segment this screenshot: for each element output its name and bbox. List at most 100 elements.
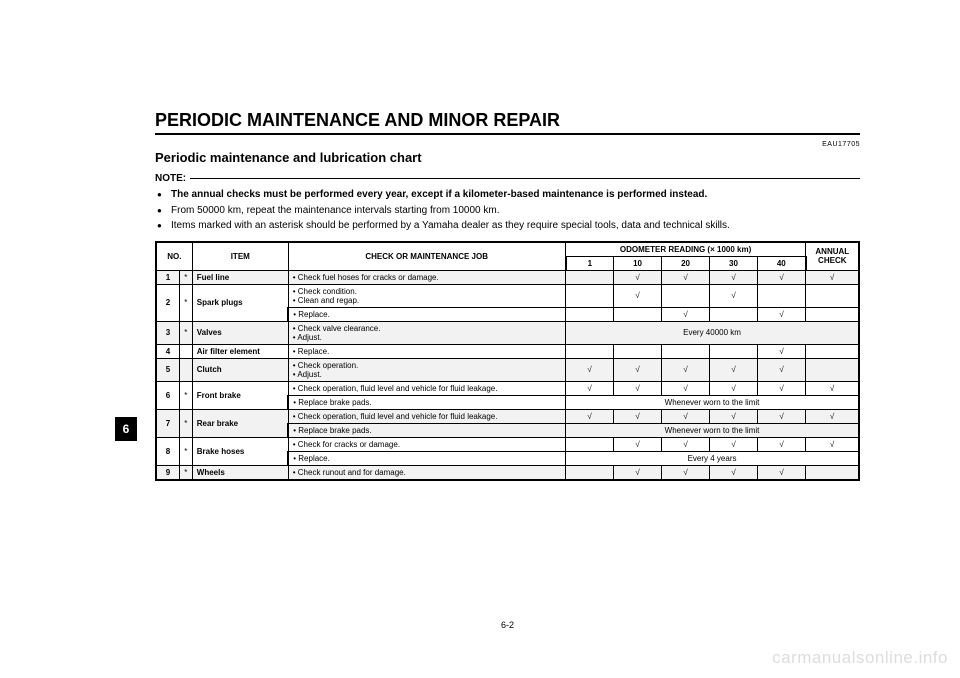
th-job: CHECK OR MAINTENANCE JOB <box>288 242 565 271</box>
cell-check: √ <box>662 437 710 451</box>
cell-check: √ <box>566 409 614 423</box>
cell-item: Air filter element <box>192 344 288 358</box>
cell-item: Brake hoses <box>192 437 288 465</box>
cell-item: Fuel line <box>192 270 288 284</box>
cell-check <box>566 437 614 451</box>
cell-check <box>710 307 758 321</box>
table-row: 7*Rear brake• Check operation, fluid lev… <box>156 409 859 423</box>
cell-check: √ <box>614 465 662 480</box>
note-item: From 50000 km, repeat the maintenance in… <box>171 204 860 218</box>
note-rule <box>190 178 860 179</box>
cell-check: √ <box>614 437 662 451</box>
cell-job: • Check operation, fluid level and vehic… <box>288 409 565 423</box>
cell-check: √ <box>758 358 806 381</box>
cell-no: 7 <box>156 409 179 437</box>
th-km: 30 <box>710 256 758 270</box>
table-row: 2*Spark plugs• Check condition.• Clean a… <box>156 284 859 307</box>
cell-no: 8 <box>156 437 179 465</box>
th-no: NO. <box>156 242 192 271</box>
cell-job: • Check operation, fluid level and vehic… <box>288 381 565 395</box>
th-km: 20 <box>662 256 710 270</box>
cell-asterisk: * <box>179 321 192 344</box>
cell-item: Wheels <box>192 465 288 480</box>
cell-job: • Check runout and for damage. <box>288 465 565 480</box>
th-item: ITEM <box>192 242 288 271</box>
cell-asterisk: * <box>179 465 192 480</box>
cell-asterisk: * <box>179 437 192 465</box>
cell-job: • Replace. <box>288 307 565 321</box>
cell-check: √ <box>710 409 758 423</box>
cell-check: √ <box>662 409 710 423</box>
cell-span: Whenever worn to the limit <box>566 423 859 437</box>
cell-check: √ <box>566 358 614 381</box>
table-row: 6*Front brake• Check operation, fluid le… <box>156 381 859 395</box>
cell-no: 6 <box>156 381 179 409</box>
cell-no: 5 <box>156 358 179 381</box>
cell-no: 3 <box>156 321 179 344</box>
cell-job: • Replace brake pads. <box>288 395 565 409</box>
page-number: 6-2 <box>155 620 860 630</box>
table-row: 1*Fuel line• Check fuel hoses for cracks… <box>156 270 859 284</box>
cell-check: √ <box>758 409 806 423</box>
cell-check <box>710 344 758 358</box>
maintenance-table: NO. ITEM CHECK OR MAINTENANCE JOB ODOMET… <box>155 241 860 481</box>
cell-annual: √ <box>806 409 859 423</box>
table-row: 3*Valves• Check valve clearance.• Adjust… <box>156 321 859 344</box>
cell-check: √ <box>758 307 806 321</box>
cell-job: • Check for cracks or damage. <box>288 437 565 451</box>
cell-job: • Check condition.• Clean and regap. <box>288 284 565 307</box>
cell-check: √ <box>758 344 806 358</box>
cell-check: √ <box>662 465 710 480</box>
cell-check <box>566 465 614 480</box>
cell-check: √ <box>758 270 806 284</box>
cell-check: √ <box>758 437 806 451</box>
section-title: PERIODIC MAINTENANCE AND MINOR REPAIR <box>155 110 860 135</box>
cell-check: √ <box>710 284 758 307</box>
chart-subtitle: Periodic maintenance and lubrication cha… <box>155 150 860 165</box>
th-annual: ANNUAL CHECK <box>806 242 859 271</box>
cell-check <box>566 344 614 358</box>
th-km: 40 <box>758 256 806 270</box>
note-list: The annual checks must be performed ever… <box>155 188 860 233</box>
cell-check <box>758 284 806 307</box>
cell-no: 9 <box>156 465 179 480</box>
cell-job: • Replace brake pads. <box>288 423 565 437</box>
cell-check <box>614 307 662 321</box>
cell-check: √ <box>662 270 710 284</box>
page-content: PERIODIC MAINTENANCE AND MINOR REPAIR EA… <box>155 110 860 481</box>
cell-no: 4 <box>156 344 179 358</box>
cell-item: Front brake <box>192 381 288 409</box>
cell-annual <box>806 284 859 307</box>
cell-check: √ <box>662 358 710 381</box>
cell-span: Every 40000 km <box>566 321 859 344</box>
cell-span: Whenever worn to the limit <box>566 395 859 409</box>
cell-check: √ <box>614 284 662 307</box>
cell-job: • Check valve clearance.• Adjust. <box>288 321 565 344</box>
cell-annual <box>806 358 859 381</box>
cell-asterisk <box>179 358 192 381</box>
th-km: 1 <box>566 256 614 270</box>
cell-annual <box>806 307 859 321</box>
cell-no: 1 <box>156 270 179 284</box>
note-item: Items marked with an asterisk should be … <box>171 219 860 233</box>
cell-span: Every 4 years <box>566 451 859 465</box>
th-km: 10 <box>614 256 662 270</box>
cell-asterisk: * <box>179 270 192 284</box>
cell-asterisk: * <box>179 381 192 409</box>
cell-check <box>662 344 710 358</box>
cell-annual: √ <box>806 381 859 395</box>
cell-check: √ <box>614 381 662 395</box>
cell-check: √ <box>758 381 806 395</box>
note-item: The annual checks must be performed ever… <box>171 188 860 202</box>
table-row: 5Clutch• Check operation.• Adjust.√√√√√ <box>156 358 859 381</box>
cell-check: √ <box>710 437 758 451</box>
cell-check <box>662 284 710 307</box>
cell-check: √ <box>758 465 806 480</box>
chapter-tab: 6 <box>115 417 137 441</box>
cell-annual: √ <box>806 270 859 284</box>
cell-item: Rear brake <box>192 409 288 437</box>
cell-no: 2 <box>156 284 179 321</box>
cell-check: √ <box>710 465 758 480</box>
cell-asterisk <box>179 344 192 358</box>
table-row: 4Air filter element• Replace.√ <box>156 344 859 358</box>
